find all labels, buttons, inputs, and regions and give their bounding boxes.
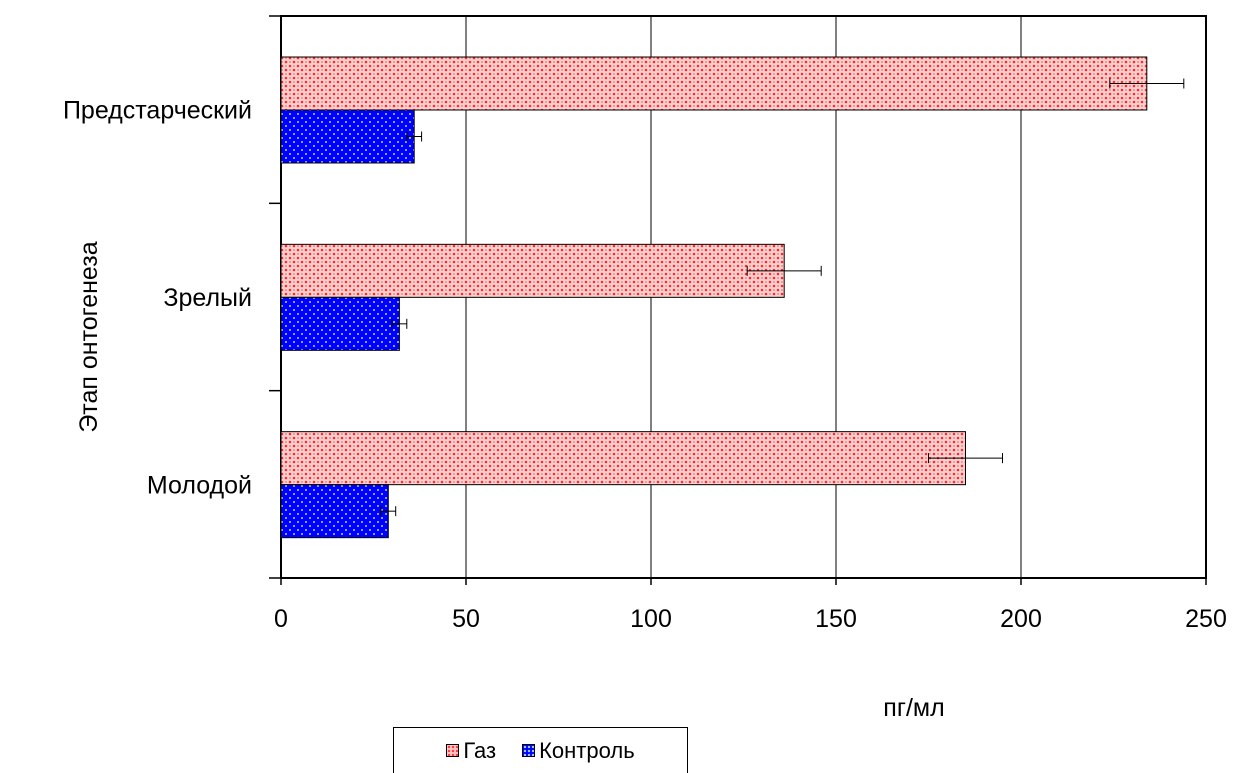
y-category-label: Зрелый (163, 284, 252, 312)
x-axis-label: пг/мл (883, 694, 944, 722)
bar-gas (280, 56, 1148, 111)
bar-control (280, 109, 415, 164)
legend: Газ Контроль (393, 727, 688, 773)
x-axis: 0 50 100 150 200 250 (274, 578, 1227, 633)
legend-swatch-control (522, 744, 536, 757)
x-tick-label: 0 (274, 605, 288, 633)
bars (280, 56, 1185, 539)
legend-label-control: Контроль (539, 737, 635, 763)
x-tick-label: 100 (630, 605, 672, 633)
y-category-label: Молодой (147, 471, 252, 499)
legend-label-gas: Газ (463, 737, 497, 763)
bar-control (280, 484, 389, 539)
legend-item-gas: Газ (446, 738, 496, 764)
x-tick-label: 200 (1000, 605, 1042, 633)
y-axis-label: Этап онтогенеза (75, 241, 103, 432)
y-category-label: Предстарческий (63, 97, 252, 125)
x-tick-label: 50 (452, 605, 480, 633)
legend-swatch-gas (446, 744, 460, 757)
bar-control (280, 296, 400, 351)
x-tick-label: 150 (815, 605, 857, 633)
bar-gas (280, 431, 966, 486)
legend-item-control: Контроль (522, 738, 635, 764)
x-tick-label: 250 (1185, 605, 1227, 633)
bar-gas (280, 243, 785, 298)
y-axis: Предстарческий Зрелый Молодой (63, 15, 281, 579)
